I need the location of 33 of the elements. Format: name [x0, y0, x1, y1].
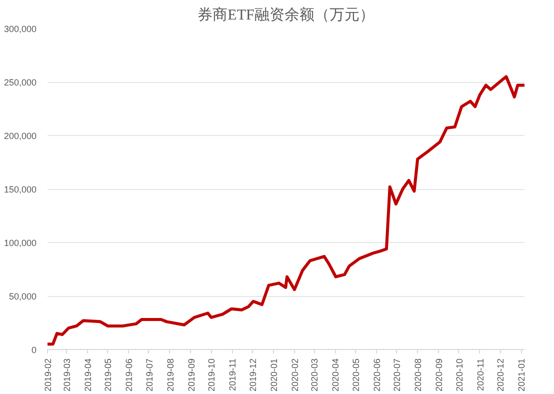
- x-tick-label: 2020-09: [434, 358, 444, 392]
- x-tick-label: 2019-04: [82, 358, 93, 392]
- x-tick-label: 2020-11: [475, 358, 486, 391]
- y-tick-label: 100,000: [4, 238, 37, 248]
- x-tick-label: 2020-01: [268, 358, 279, 392]
- x-tick-label: 2019-08: [165, 358, 176, 392]
- line-series: [48, 75, 524, 346]
- x-tick-label: 2021-01: [516, 358, 527, 392]
- x-tick-label: 2020-12: [496, 358, 506, 392]
- x-tick-label: 2020-06: [372, 358, 382, 392]
- x-tick-label: 2020-10: [454, 358, 464, 392]
- y-tick-label: 150,000: [4, 184, 37, 194]
- x-tick-label: 2019-06: [124, 358, 134, 392]
- x-tick-label: 2019-12: [248, 358, 258, 392]
- x-tick-label: 2019-10: [206, 358, 217, 392]
- y-tick-label: 300,000: [4, 24, 37, 34]
- x-tick-label: 2019-09: [186, 358, 196, 392]
- x-tick-label: 2019-07: [144, 358, 154, 392]
- x-tick-label: 2019-03: [62, 358, 72, 392]
- y-tick-label: 200,000: [4, 131, 37, 141]
- y-tick-label: 0: [31, 345, 37, 355]
- y-tick-label: 250,000: [4, 78, 37, 88]
- y-tick-label: 50,000: [8, 292, 37, 302]
- x-tick-label: 2020-07: [392, 358, 402, 392]
- x-tick-label: 2020-02: [290, 358, 300, 392]
- x-tick-label: 2019-02: [43, 358, 53, 392]
- chart-title: 券商ETF融资余额（万元）: [198, 6, 374, 24]
- x-tick-label: 2020-03: [310, 358, 320, 392]
- x-tick-label: 2019-11: [228, 358, 238, 391]
- x-tick-label: 2019-05: [103, 358, 114, 392]
- x-tick-label: 2020-04: [330, 358, 341, 392]
- x-tick-label: 2020-05: [350, 358, 361, 392]
- x-tick-label: 2020-08: [413, 358, 424, 392]
